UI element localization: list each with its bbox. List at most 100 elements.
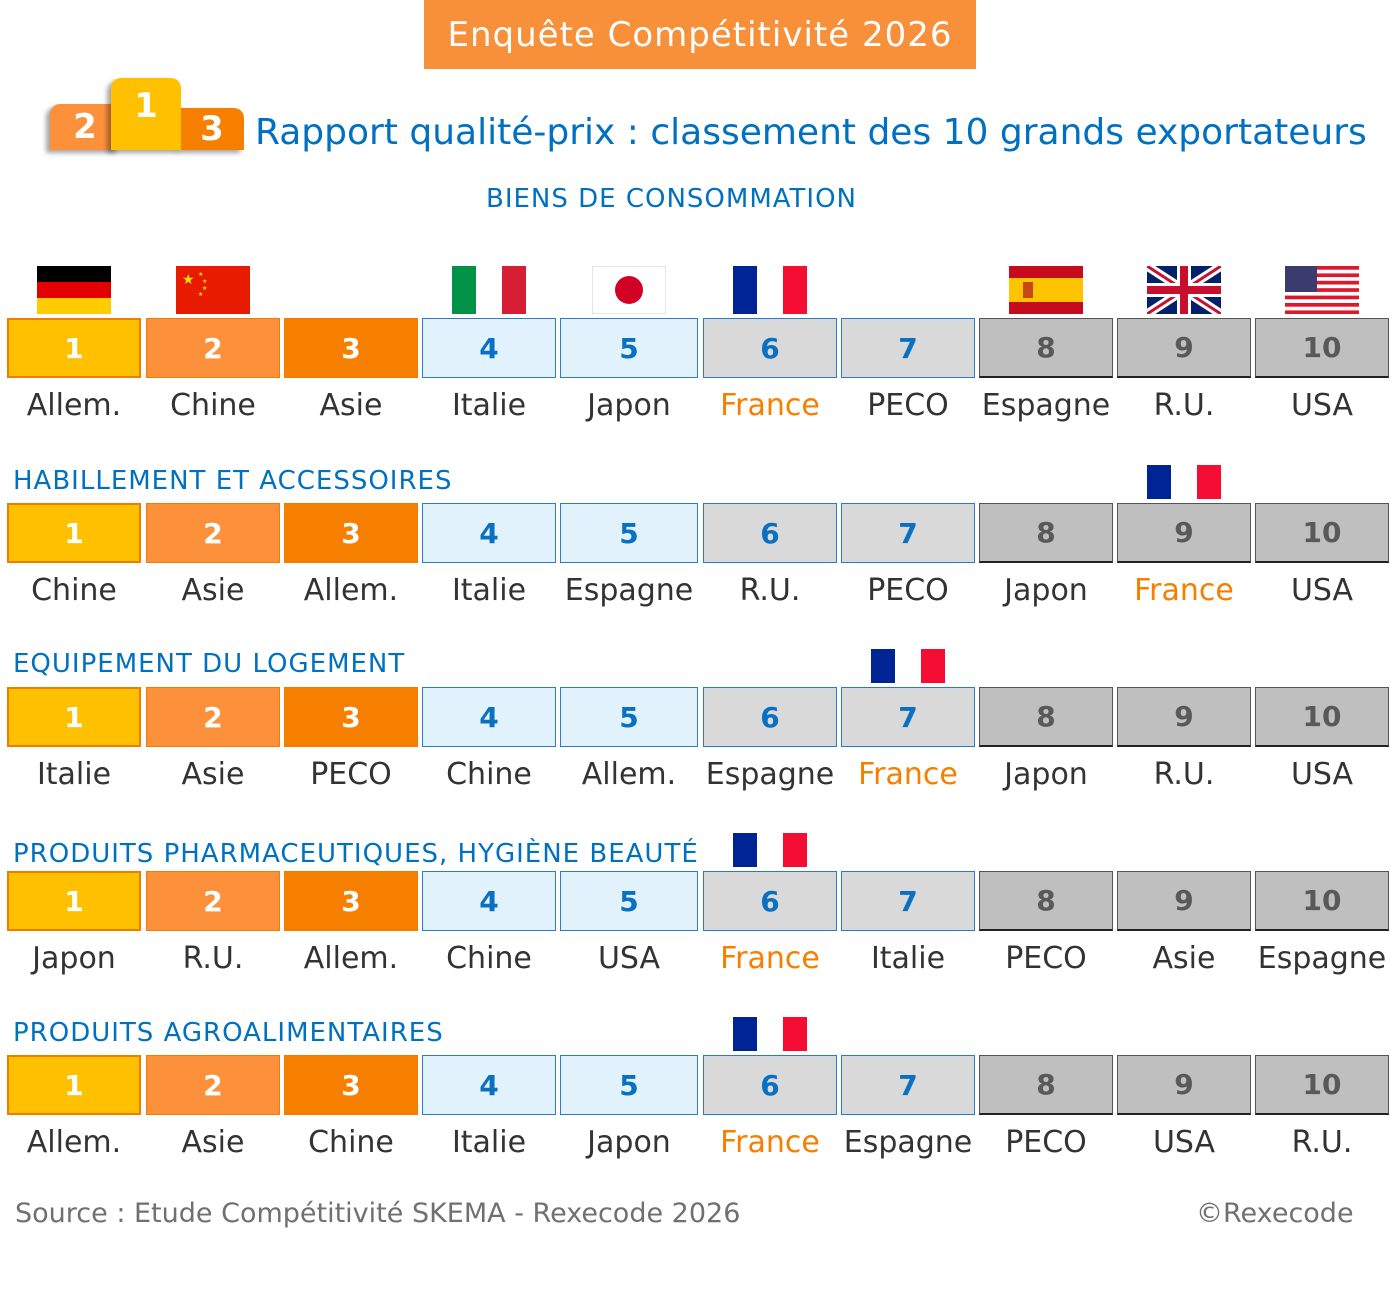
country-label: Japon: [1004, 573, 1088, 608]
rank-box: 9: [1117, 503, 1251, 563]
rank-box: 3: [284, 1055, 418, 1115]
country-label: PECO: [310, 757, 392, 792]
rank-box: 7: [841, 687, 975, 747]
rank-box: 2: [146, 687, 280, 747]
podium-third: 3: [180, 108, 244, 150]
country-label: PECO: [867, 573, 949, 608]
usa-flag-icon: [1285, 266, 1359, 314]
country-label: R.U.: [1291, 1125, 1353, 1160]
copyright: ©Rexecode: [1196, 1198, 1354, 1229]
italy-flag-icon: [452, 266, 526, 314]
rank-box: 4: [422, 871, 556, 931]
china-flag-icon: ★ ★★★★: [176, 266, 250, 314]
rank-box: 2: [146, 318, 280, 378]
country-label: Allem.: [303, 941, 399, 976]
country-label: Japon: [32, 941, 116, 976]
rank-box: 5: [560, 318, 698, 378]
country-label: PECO: [867, 388, 949, 423]
country-label: Allem.: [26, 1125, 122, 1160]
country-label: USA: [1290, 388, 1354, 423]
rank-box: 2: [146, 503, 280, 563]
france-flag-icon: [871, 649, 945, 683]
rank-box: 1: [7, 318, 141, 378]
rank-box: 8: [979, 687, 1113, 747]
rank-box: 1: [7, 871, 141, 931]
rank-box: 10: [1255, 318, 1389, 378]
rank-box: 4: [422, 687, 556, 747]
section-title: EQUIPEMENT DU LOGEMENT: [13, 649, 406, 679]
section-title: PRODUITS AGROALIMENTAIRES: [13, 1018, 444, 1048]
country-label: Japon: [587, 1125, 671, 1160]
rank-box: 3: [284, 503, 418, 563]
svg-text:★: ★: [202, 278, 207, 285]
country-label: Asie: [181, 1125, 245, 1160]
spain-flag-icon: [1009, 266, 1083, 314]
rank-box: 9: [1117, 687, 1251, 747]
rank-box: 10: [1255, 687, 1389, 747]
rank-box: 3: [284, 871, 418, 931]
country-label: Japon: [1004, 757, 1088, 792]
country-label: Asie: [181, 757, 245, 792]
rank-box: 6: [703, 871, 837, 931]
country-label: France: [720, 941, 820, 976]
rank-box: 10: [1255, 1055, 1389, 1115]
podium-second: 2: [50, 104, 120, 150]
rank-box: 6: [703, 503, 837, 563]
country-label: Italie: [36, 757, 112, 792]
rank-box: 3: [284, 318, 418, 378]
section-title: HABILLEMENT ET ACCESSOIRES: [13, 466, 453, 496]
rank-box: 1: [7, 503, 141, 563]
country-label: Asie: [181, 573, 245, 608]
country-label: USA: [1152, 1125, 1216, 1160]
rank-box: 8: [979, 871, 1113, 931]
rank-box: 9: [1117, 1055, 1251, 1115]
country-label: Espagne: [705, 757, 835, 792]
country-label: Espagne: [1257, 941, 1387, 976]
rank-box: 6: [703, 1055, 837, 1115]
country-label: Italie: [870, 941, 946, 976]
country-label: Italie: [451, 388, 527, 423]
germany-flag-icon: [37, 266, 111, 314]
country-label: R.U.: [182, 941, 244, 976]
country-label: Asie: [319, 388, 383, 423]
country-label: R.U.: [1153, 757, 1215, 792]
country-label: USA: [1290, 757, 1354, 792]
rank-box: 10: [1255, 871, 1389, 931]
svg-text:★: ★: [198, 271, 203, 278]
rank-box: 6: [703, 318, 837, 378]
rank-box: 10: [1255, 503, 1389, 563]
country-label: Allem.: [581, 757, 677, 792]
section-title: PRODUITS PHARMACEUTIQUES, HYGIÈNE BEAUTÉ: [13, 839, 699, 869]
source-note: Source : Etude Compétitivité SKEMA - Rex…: [15, 1198, 741, 1229]
country-label: Allem.: [26, 388, 122, 423]
rank-box: 1: [7, 687, 141, 747]
rank-box: 9: [1117, 318, 1251, 378]
country-label: Chine: [170, 388, 256, 423]
country-label: Chine: [31, 573, 117, 608]
country-label: Chine: [446, 941, 532, 976]
france-flag-icon: [733, 266, 807, 314]
japan-flag-icon: [592, 266, 666, 314]
rank-box: 5: [560, 503, 698, 563]
country-label: Italie: [451, 1125, 527, 1160]
svg-text:★: ★: [182, 272, 195, 288]
rank-box: 5: [560, 1055, 698, 1115]
rank-box: 5: [560, 687, 698, 747]
rank-box: 4: [422, 318, 556, 378]
country-label: R.U.: [1153, 388, 1215, 423]
country-label: Allem.: [303, 573, 399, 608]
rank-box: 3: [284, 687, 418, 747]
france-flag-icon: [1147, 465, 1221, 499]
rank-box: 5: [560, 871, 698, 931]
country-label: Italie: [451, 573, 527, 608]
rank-box: 2: [146, 1055, 280, 1115]
country-label: Chine: [446, 757, 532, 792]
country-label: Espagne: [564, 573, 694, 608]
country-label: Espagne: [843, 1125, 973, 1160]
rank-box: 7: [841, 503, 975, 563]
rank-box: 8: [979, 1055, 1113, 1115]
rank-box: 1: [7, 1055, 141, 1115]
banner-title: Enquête Compétitivité 2026: [424, 0, 976, 69]
podium-icon: 2 3 1: [40, 78, 245, 153]
